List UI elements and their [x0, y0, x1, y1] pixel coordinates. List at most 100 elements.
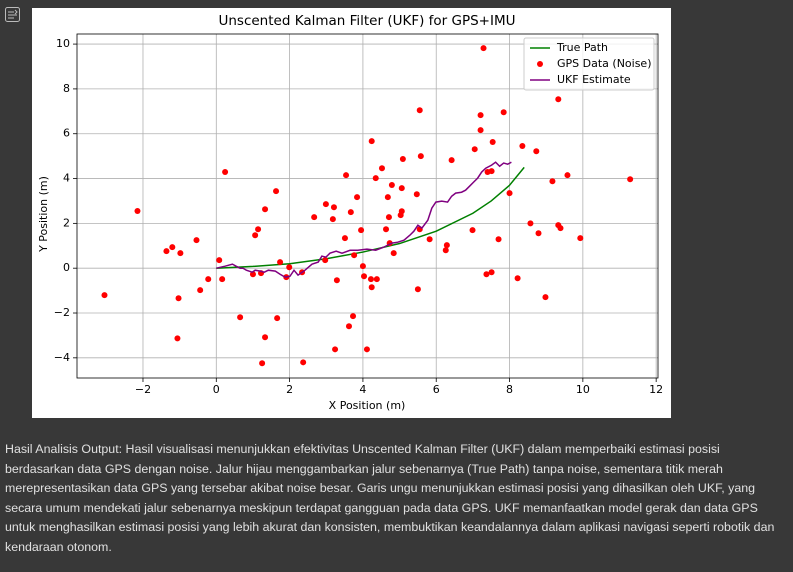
gps-point [134, 208, 141, 215]
gps-point [373, 276, 380, 283]
gps-point [368, 138, 375, 145]
gps-point [300, 359, 307, 366]
gps-point [416, 107, 423, 114]
gps-point [274, 315, 281, 322]
gps-point [372, 175, 379, 182]
gps-point [442, 247, 449, 254]
gps-point [480, 45, 487, 52]
gps-point [378, 165, 385, 172]
x-tick-label: 4 [359, 383, 366, 396]
legend-label: UKF Estimate [557, 73, 631, 86]
gps-point [557, 225, 564, 232]
y-tick-label: −4 [54, 351, 70, 364]
legend-box [523, 37, 655, 91]
y-tick-label: 10 [56, 37, 70, 50]
gps-point [205, 276, 212, 283]
gps-point [527, 220, 534, 227]
legend-marker [537, 61, 543, 67]
gps-point [413, 191, 420, 198]
gps-point [448, 157, 455, 164]
gps-point [163, 248, 170, 255]
gps-point [443, 242, 450, 249]
gps-point [169, 244, 176, 251]
gps-point [477, 112, 484, 119]
gps-point [535, 230, 542, 237]
gps-point [343, 172, 350, 179]
gps-point [174, 335, 181, 342]
gps-point [341, 235, 348, 242]
gps-point [333, 277, 340, 284]
x-tick-label: 8 [506, 383, 513, 396]
y-tick-label: 8 [63, 82, 70, 95]
gps-point [277, 259, 284, 266]
gps-point [363, 346, 370, 353]
y-tick-label: 6 [63, 127, 70, 140]
gps-point [519, 143, 526, 150]
y-tick-label: 2 [63, 216, 70, 229]
gps-point [514, 275, 521, 282]
gps-point [101, 292, 108, 299]
gps-point [322, 257, 329, 264]
gps-point [483, 271, 490, 278]
gps-point [577, 235, 584, 242]
gps-point [627, 176, 634, 183]
gps-point [216, 257, 223, 264]
gps-point [533, 148, 540, 155]
gps-point [222, 169, 229, 176]
gps-point [414, 286, 421, 293]
gps-point [311, 214, 318, 221]
gps-point [398, 208, 405, 215]
gps-point [495, 236, 502, 243]
line-series [216, 166, 525, 269]
y-axis-label: Y Position (m) [37, 176, 50, 253]
gps-point [398, 185, 405, 192]
gps-point [426, 236, 433, 243]
legend-label: True Path [556, 41, 608, 54]
gps-point [193, 237, 200, 244]
gps-point [488, 269, 495, 276]
y-tick-label: 0 [63, 261, 70, 274]
gps-point [322, 201, 329, 208]
x-tick-label: 12 [649, 383, 663, 396]
x-tick-label: 10 [576, 383, 590, 396]
gps-point [368, 284, 375, 291]
gps-point [350, 313, 357, 320]
chart: Unscented Kalman Filter (UKF) for GPS+IM… [32, 8, 671, 418]
gps-point [255, 226, 262, 233]
gps-point [555, 96, 562, 103]
x-tick-label: 0 [213, 383, 220, 396]
y-tick-label: −2 [54, 306, 70, 319]
gps-point [332, 346, 339, 353]
gps-point [345, 323, 352, 330]
x-tick-label: −2 [135, 383, 151, 396]
gps-point [549, 178, 556, 185]
gps-point [359, 263, 366, 270]
gps-point [417, 153, 424, 160]
gps-point [219, 276, 226, 283]
gps-point [259, 360, 266, 367]
gps-point [197, 287, 204, 294]
gps-point [177, 250, 184, 257]
gps-point [329, 216, 336, 223]
gps-point [262, 334, 269, 341]
gps-point [354, 194, 361, 201]
gps-point [471, 146, 478, 153]
line-series [216, 161, 512, 278]
gps-point [175, 295, 182, 302]
gps-point [361, 273, 368, 280]
gps-point [489, 139, 496, 146]
gps-point [262, 206, 269, 213]
plot-frame [76, 33, 659, 379]
gps-point [477, 127, 484, 134]
gps-point [390, 250, 397, 257]
x-axis-label: X Position (m) [329, 399, 406, 412]
gps-point [506, 190, 513, 197]
gps-point [273, 188, 280, 195]
analysis-text: Hasil Analisis Output: Hasil visualisasi… [5, 442, 775, 554]
x-tick-label: 2 [286, 383, 293, 396]
gps-point [358, 227, 365, 234]
chart-title: Unscented Kalman Filter (UKF) for GPS+IM… [218, 13, 515, 29]
gps-point [542, 294, 549, 301]
output-menu-icon[interactable] [5, 7, 21, 23]
